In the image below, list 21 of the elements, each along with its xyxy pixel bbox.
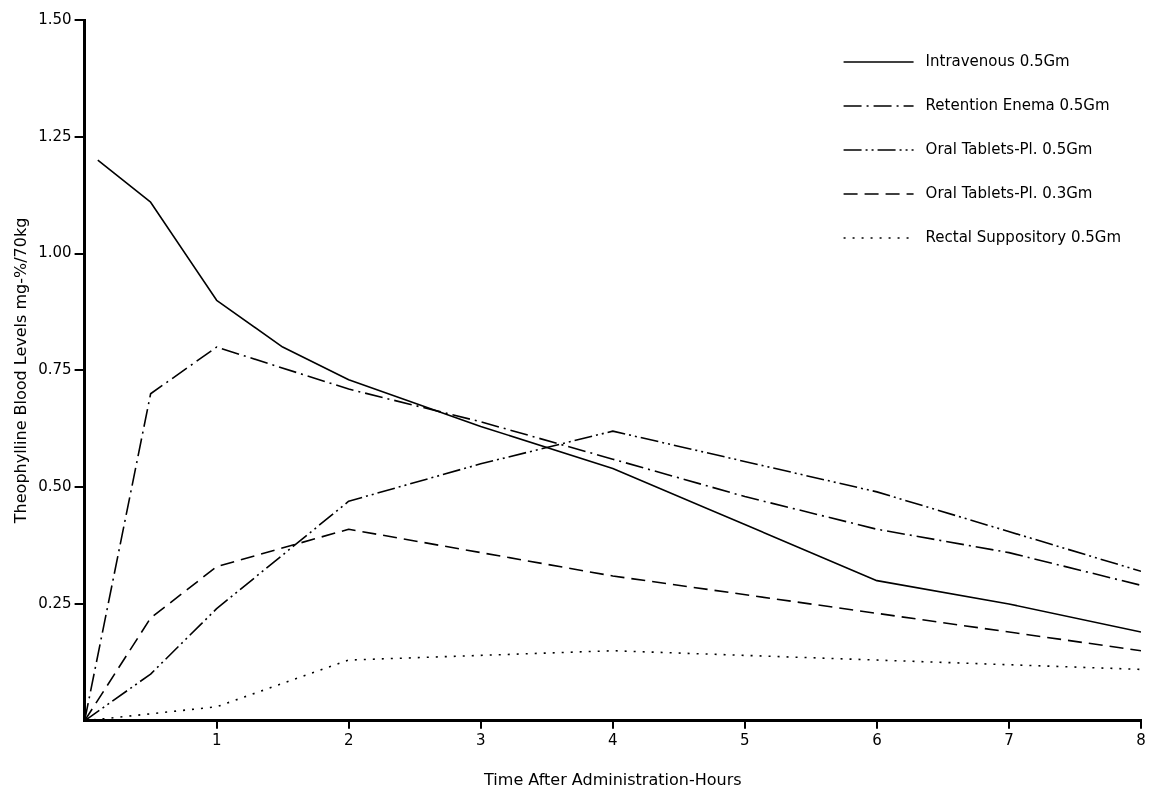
- y-tick-label: 0.75: [38, 360, 72, 379]
- y-axis-title: Theophylline Blood Levels mg-%/70kg: [10, 217, 30, 525]
- x-tick-label: 5: [740, 730, 750, 749]
- legend-label: Intravenous 0.5Gm: [925, 51, 1070, 70]
- y-tick-label: 1.25: [38, 126, 72, 145]
- y-tick-label: 1.00: [38, 243, 72, 262]
- x-tick-label: 7: [1004, 730, 1014, 749]
- x-tick-label: 1: [211, 730, 222, 749]
- x-tick-label: 3: [475, 730, 486, 749]
- legend-label: Oral Tablets-Pl. 0.3Gm: [925, 183, 1093, 202]
- x-tick-label: 4: [608, 730, 618, 749]
- legend-label: Oral Tablets-Pl. 0.5Gm: [925, 139, 1093, 158]
- legend-label: Retention Enema 0.5Gm: [925, 95, 1110, 114]
- x-tick-label: 2: [343, 730, 354, 749]
- legend-label: Rectal Suppository 0.5Gm: [925, 227, 1122, 246]
- y-tick-label: 1.50: [38, 9, 72, 28]
- x-tick-label: 6: [872, 730, 882, 749]
- x-axis-title: Time After Administration-Hours: [483, 769, 742, 789]
- y-tick-label: 0.25: [38, 593, 72, 612]
- x-tick-label: 8: [1136, 730, 1146, 749]
- y-tick-label: 0.50: [38, 477, 72, 496]
